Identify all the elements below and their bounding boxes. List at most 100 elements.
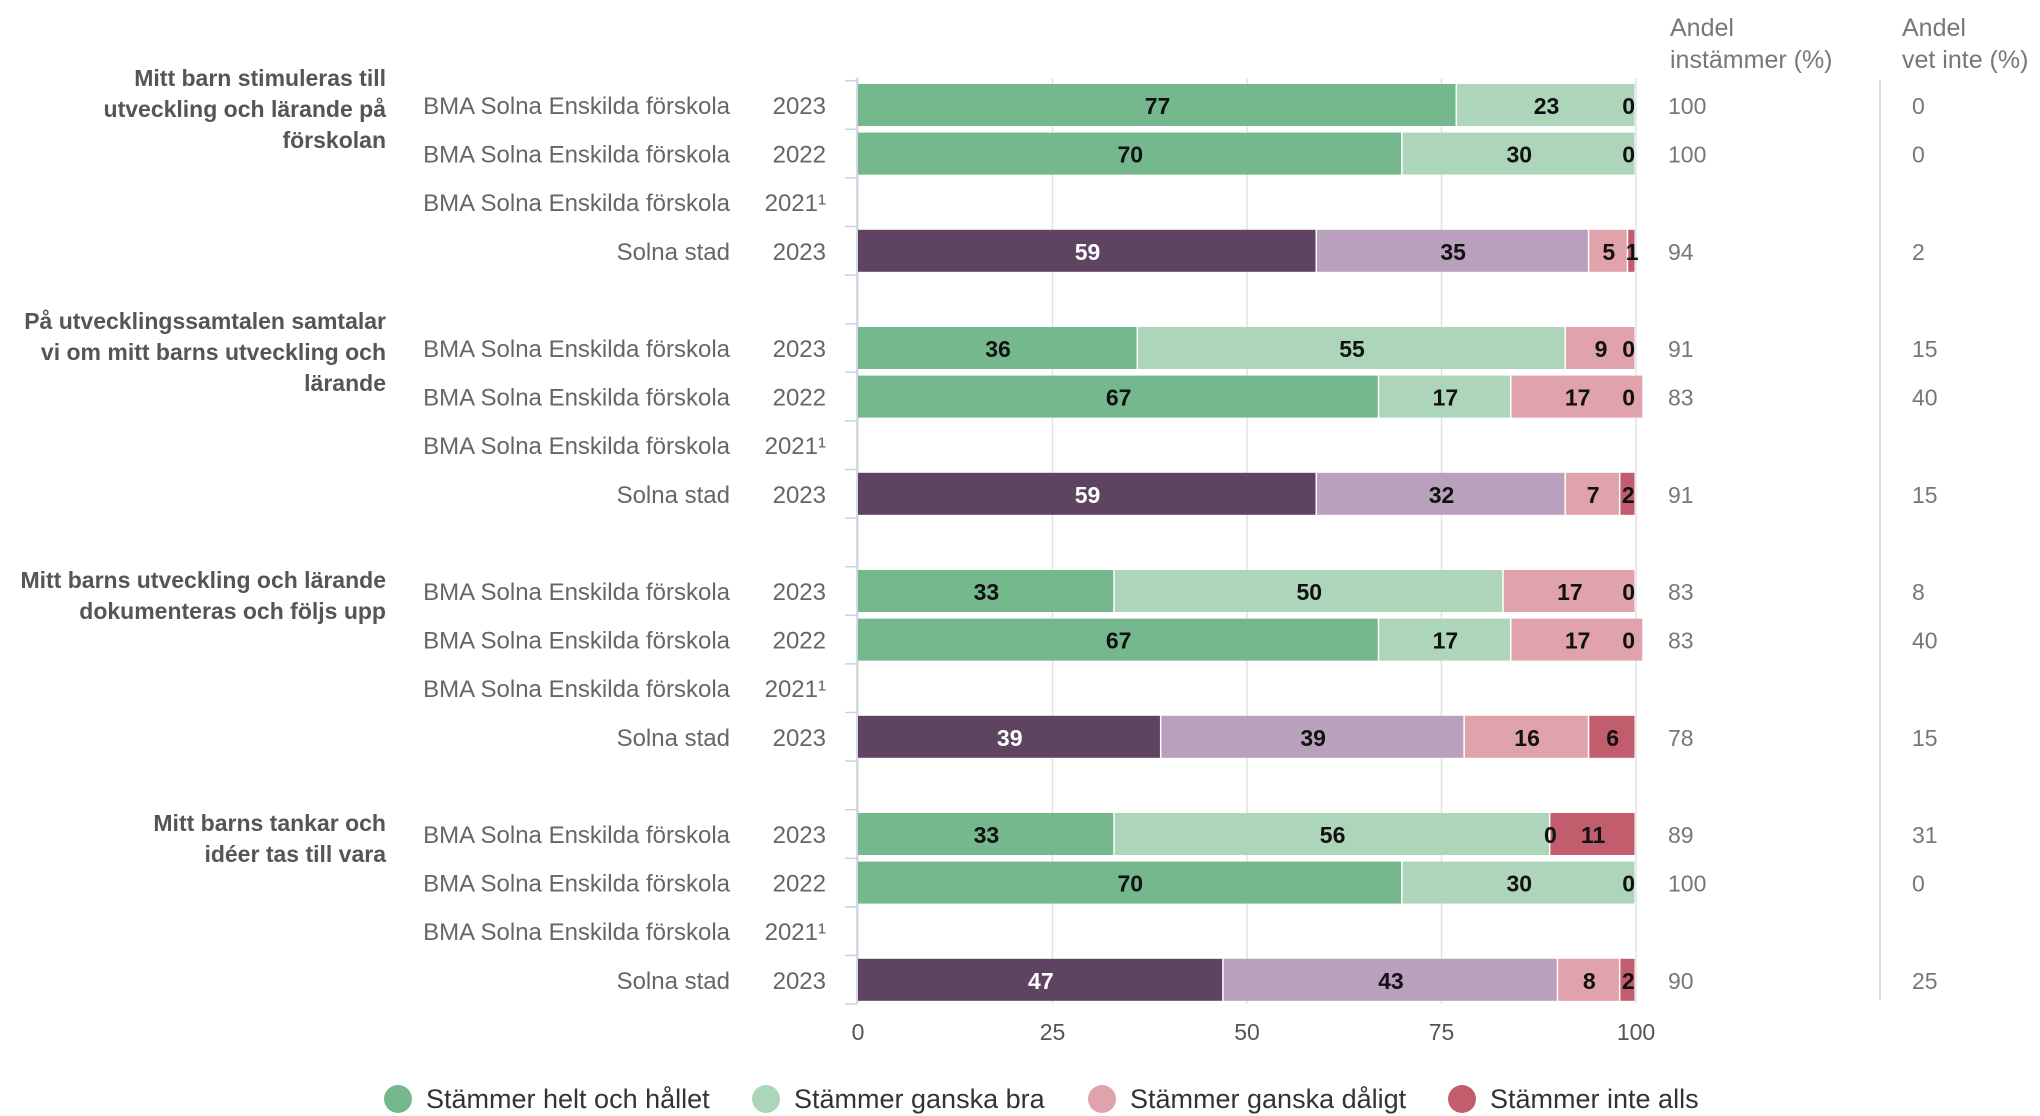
row-unit-label: BMA Solna Enskilda förskola [423,190,730,217]
header-andel-instammer-line2: instämmer (%) [1670,46,1833,74]
dont-know-value: 8 [1912,579,1925,605]
bar-segment [1589,715,1635,758]
legend-item-ganska-daligt[interactable]: Stämmer ganska dåligt [1088,1082,1406,1116]
data-label: 39 [997,725,1023,751]
data-label: 1 [1626,239,1639,265]
dont-know-value: 40 [1912,628,1938,654]
row-year-label: 2023 [773,93,826,120]
row-year-label: 2023 [773,239,826,266]
question-label: förskolan [282,127,386,153]
data-label: 17 [1565,628,1591,654]
dont-know-value: 0 [1912,142,1925,168]
question-label: utveckling och lärande på [104,96,387,122]
data-label: 9 [1595,336,1608,362]
data-label: 39 [1300,725,1326,751]
x-tick-label-0: 0 [852,1019,865,1045]
dont-know-value: 0 [1912,93,1925,119]
legend-label-ganska-bra: Stämmer ganska bra [794,1083,1045,1114]
share-agree-value: 91 [1668,336,1694,362]
data-label: 33 [974,579,1000,605]
question-label: idéer tas till vara [204,841,386,867]
row-year-label: 2023 [773,336,826,363]
bar-segment [1138,327,1565,369]
bar-segment [858,861,1402,904]
question-label: vi om mitt barns utveckling och [41,339,386,365]
legend-swatch-helt [384,1085,412,1113]
x-tick-label-3: 75 [1429,1019,1455,1045]
row-year-label: 2022 [773,385,826,412]
data-label: 32 [1429,482,1455,508]
legend-item-inte-alls[interactable]: Stämmer inte alls [1448,1082,1699,1116]
bar-segment [1402,132,1635,175]
data-label: 0 [1622,628,1635,654]
legend-label-ganska-daligt: Stämmer ganska dåligt [1130,1083,1407,1114]
data-label: 0 [1622,336,1635,362]
dont-know-value: 25 [1912,968,1938,994]
data-label: 23 [1534,93,1560,119]
bar-segment [1550,813,1635,855]
data-label: 43 [1378,968,1404,994]
row-year-label: 2023 [773,822,826,849]
legend-item-helt[interactable]: Stämmer helt och hållet [384,1082,710,1116]
row-unit-label: Solna stad [617,968,730,995]
bar-segment [858,618,1378,661]
question-label: På utvecklingssamtalen samtalar [24,308,386,334]
x-tick-label-1: 25 [1040,1019,1066,1045]
bar-segment [1511,375,1643,418]
data-label: 50 [1296,579,1322,605]
row-year-label: 2023 [773,579,826,606]
legend-item-ganska-bra[interactable]: Stämmer ganska bra [752,1082,1045,1116]
data-label: 67 [1106,385,1132,411]
bar-segment [1379,375,1511,418]
bar-segment [1114,813,1549,855]
row-unit-label: BMA Solna Enskilda förskola [423,822,730,849]
header-andel-instammer-line1: Andel [1670,14,1734,42]
share-agree-value: 83 [1668,385,1694,411]
question-label: Mitt barns tankar och [153,810,386,836]
question-label: Mitt barns utveckling och lärande [20,567,386,593]
data-label: 59 [1075,482,1101,508]
dont-know-value: 2 [1912,239,1925,265]
bar-segment [1114,570,1503,612]
row-unit-label: BMA Solna Enskilda förskola [423,871,730,898]
row-unit-label: Solna stad [617,239,730,266]
dont-know-value: 15 [1912,482,1938,508]
x-tick-label-4: 100 [1617,1019,1655,1045]
data-label: 0 [1622,579,1635,605]
row-year-label: 2023 [773,968,826,995]
header-andel-vet-inte-line2: vet inte (%) [1902,46,2028,74]
data-label: 8 [1583,968,1596,994]
x-tick-label-2: 50 [1234,1019,1260,1045]
row-unit-label: BMA Solna Enskilda förskola [423,336,730,363]
row-unit-label: BMA Solna Enskilda förskola [423,433,730,460]
data-label: 35 [1440,239,1466,265]
data-label: 0 [1622,871,1635,897]
share-agree-value: 78 [1668,725,1694,751]
bar-segment [858,472,1316,515]
row-year-label: 2023 [773,482,826,509]
data-label: 0 [1622,385,1635,411]
data-label: 70 [1118,871,1144,897]
bar-segment [1464,715,1588,758]
data-label: 17 [1433,385,1459,411]
bar-segment [858,813,1114,855]
row-year-label: 2021¹ [765,433,826,460]
data-label: 56 [1320,822,1346,848]
data-label: 0 [1622,142,1635,168]
dont-know-value: 15 [1912,725,1938,751]
bar-segment [858,132,1402,175]
dont-know-value: 15 [1912,336,1938,362]
bar-segment [1317,229,1588,272]
row-year-label: 2022 [773,142,826,169]
share-agree-value: 83 [1668,628,1694,654]
data-label: 33 [974,822,1000,848]
legend-swatch-ganska-bra [752,1085,780,1113]
bar-segment [1565,472,1619,515]
share-agree-value: 100 [1668,142,1706,168]
bar-segment [858,958,1223,1001]
share-agree-value: 89 [1668,822,1694,848]
bar-segment [1628,229,1635,272]
bar-segment [1402,861,1635,904]
dont-know-value: 31 [1912,822,1938,848]
bar-segment [1511,618,1643,661]
